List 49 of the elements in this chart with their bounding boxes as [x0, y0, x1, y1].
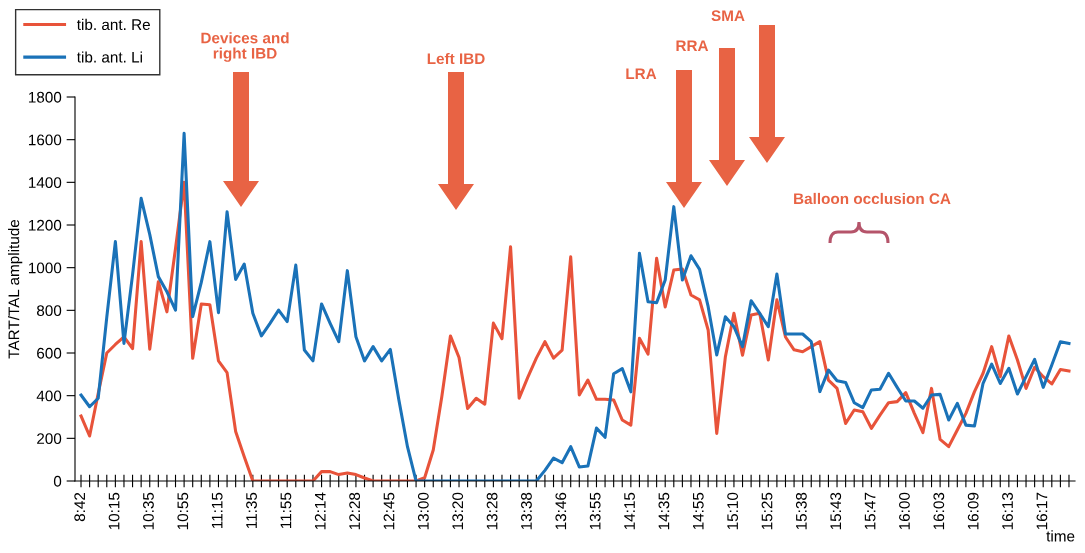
x-tick-label: 13:55: [589, 492, 601, 530]
x-tick-label: 12:28: [349, 492, 361, 530]
y-tick-label: 1000: [28, 262, 62, 274]
y-tick-label: 1800: [28, 91, 62, 103]
y-tick-label: 0: [53, 475, 62, 487]
x-tick-label: 15:47: [864, 492, 876, 530]
x-tick-label: 12:45: [383, 492, 395, 530]
x-tick-label: 13:00: [417, 492, 429, 530]
x-tick-label: 13:46: [555, 492, 567, 530]
x-tick-label: 14:35: [658, 492, 670, 530]
y-axis-title: TART/TAL amplitude: [8, 219, 23, 359]
x-axis-title: time: [1046, 530, 1075, 542]
x-tick-label: 16:00: [899, 492, 910, 530]
x-tick-label: 10:55: [177, 492, 189, 530]
x-tick-label: 16:03: [933, 492, 945, 530]
x-tick-label: 13:28: [486, 492, 498, 530]
y-tick-label: 400: [36, 390, 62, 402]
x-tick-label: 16:09: [967, 492, 979, 530]
x-tick-label: 10:35: [143, 492, 154, 530]
x-tick-label: 13:38: [521, 492, 532, 530]
y-tick-label: 1600: [28, 134, 62, 146]
text: Devices and right IBD: [201, 32, 289, 62]
x-tick-label: 13:20: [452, 492, 464, 530]
legend-label: tib. ant. Li: [76, 51, 142, 63]
x-tick-label: 11:55: [280, 492, 292, 529]
x-tick-label: 12:14: [314, 492, 326, 530]
x-tick-label: 16:13: [1002, 492, 1013, 530]
x-tick-label: 15:25: [761, 492, 773, 530]
text: SMA: [711, 10, 745, 22]
x-tick-label: 15:38: [795, 492, 807, 530]
annotation: Balloon occlusion CA: [794, 192, 951, 205]
y-tick-label: 600: [37, 347, 62, 359]
y-tick-label: 200: [37, 433, 62, 445]
y-tick-label: 800: [36, 305, 62, 317]
text: RRA: [676, 40, 709, 51]
x-tick-label: 15:10: [727, 492, 739, 530]
x-tick-label: 14:55: [693, 492, 704, 530]
y-tick-label: 1400: [28, 177, 62, 189]
x-tick-label: 10:15: [108, 492, 120, 530]
x-tick-label: 16:17: [1036, 492, 1048, 530]
x-tick-label: 11:35: [246, 492, 257, 529]
text: LRA: [626, 68, 657, 79]
x-tick-label: 15:43: [830, 492, 842, 530]
x-tick-label: 14:15: [624, 492, 635, 530]
text: Left IBD: [427, 52, 485, 65]
y-tick-label: 1200: [28, 219, 62, 231]
x-tick-label: 11:15: [211, 492, 223, 529]
x-tick-label: 8:42: [74, 492, 86, 522]
legend-label: tib. ant. Re: [76, 18, 150, 31]
